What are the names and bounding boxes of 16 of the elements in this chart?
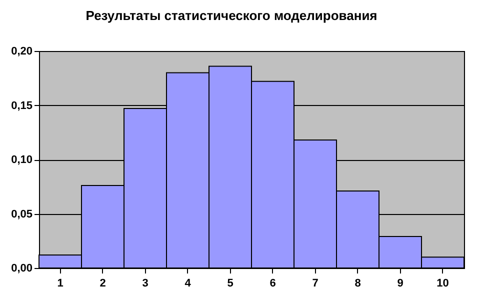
chart-title: Результаты статистического моделирования xyxy=(86,8,378,23)
x-tick-label: 2 xyxy=(100,278,106,290)
y-tick-label: 0,20 xyxy=(11,46,32,58)
y-tick-label: 0,00 xyxy=(11,262,32,274)
x-tick-label: 4 xyxy=(184,278,192,290)
x-tick-label: 5 xyxy=(227,278,234,290)
x-tick-label: 8 xyxy=(354,278,361,290)
x-tick-label: 3 xyxy=(142,278,148,290)
x-tick-label: 7 xyxy=(312,278,318,290)
y-tick-label: 0,05 xyxy=(11,208,32,220)
x-tick-label: 9 xyxy=(397,278,404,290)
y-tick-label: 0,15 xyxy=(11,100,32,112)
x-tick-label: 1 xyxy=(57,278,64,290)
y-tick-label: 0,10 xyxy=(11,154,32,166)
x-tick-label: 10 xyxy=(436,278,449,290)
x-tick-label: 6 xyxy=(270,278,276,290)
